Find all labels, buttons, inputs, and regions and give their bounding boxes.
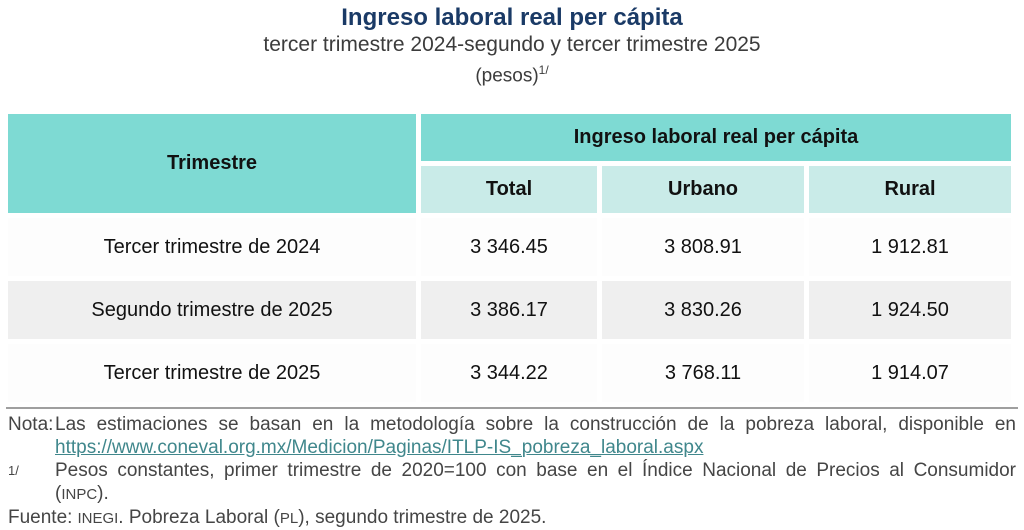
footnote-marker: 1/ [8,463,19,479]
notes-divider [6,407,1018,410]
group-header-ingreso: Ingreso laboral real per cápita [421,114,1012,162]
cell-total: 3 344.22 [421,344,597,403]
notes-section: Nota: Las estimaciones se basan en la me… [0,409,1024,530]
income-table: Trimestre Ingreso laboral real per cápit… [3,109,1016,407]
table-row: Tercer trimestre de 2025 3 344.22 3 768.… [8,344,1012,403]
column-header-rural: Rural [809,166,1012,214]
cell-total: 3 346.45 [421,218,597,277]
pl-acronym: PL [279,510,299,528]
coneval-link[interactable]: https://www.coneval.org.mx/Medicion/Pagi… [55,437,704,459]
page-subtitle: tercer trimestre 2024-segundo y tercer t… [263,33,761,56]
footnote-text: Pesos constantes, primer trimestre de 20… [55,460,1016,482]
nota-row: Nota: Las estimaciones se basan en la me… [8,413,1016,459]
row-label: Segundo trimestre de 2025 [8,281,416,340]
fuente-mid: . Pobreza Laboral ( [118,507,280,529]
column-header-urbano: Urbano [602,166,804,214]
table-header-row-2: Total Urbano Rural [8,166,1012,214]
cell-rural: 1 924.50 [809,281,1012,340]
table-row: Segundo trimestre de 2025 3 386.17 3 830… [8,281,1012,340]
column-header-total: Total [421,166,597,214]
page-title: Ingreso laboral real per cápita [341,4,683,31]
cell-urbano: 3 768.11 [602,344,804,403]
unit-text: (pesos) [475,65,539,87]
nota-text: Las estimaciones se basan en la metodolo… [55,414,1016,436]
nota-body: Las estimaciones se basan en la metodolo… [55,413,1016,459]
fuente-tail: ), segundo trimestre de 2025. [298,507,547,529]
footnote-tail: (INPC). [55,482,1016,506]
unit-footnote-marker: 1/ [538,63,549,77]
column-header-trimestre: Trimestre [8,114,416,214]
fuente-body: INEGI. Pobreza Laboral (PL), segundo tri… [77,506,546,530]
inpc-acronym: INPC [61,486,98,504]
fuente-row: Fuente: INEGI. Pobreza Laboral (PL), seg… [8,506,1016,530]
nota-label: Nota: [8,414,54,436]
cell-rural: 1 914.07 [809,344,1012,403]
table-row: Tercer trimestre de 2024 3 346.45 3 808.… [8,218,1012,277]
inegi-acronym: INEGI [77,510,119,528]
cell-urbano: 3 830.26 [602,281,804,340]
cell-urbano: 3 808.91 [602,218,804,277]
cell-total: 3 386.17 [421,281,597,340]
row-label: Tercer trimestre de 2025 [8,344,416,403]
paren-close: ). [97,483,109,505]
paren-open: ( [55,483,62,505]
nota-link-line: https://www.coneval.org.mx/Medicion/Pagi… [55,436,1016,459]
cell-rural: 1 912.81 [809,218,1012,277]
fuente-label: Fuente: [8,507,73,529]
table-header-row-1: Trimestre Ingreso laboral real per cápit… [8,114,1012,214]
row-label: Tercer trimestre de 2024 [8,218,416,277]
report-header: Ingreso laboral real per cápita tercer t… [0,0,1024,88]
unit-label: (pesos)1/ [0,58,1024,88]
footnote-body: Pesos constantes, primer trimestre de 20… [55,459,1016,506]
footnote-row: 1/ Pesos constantes, primer trimestre de… [8,459,1016,506]
